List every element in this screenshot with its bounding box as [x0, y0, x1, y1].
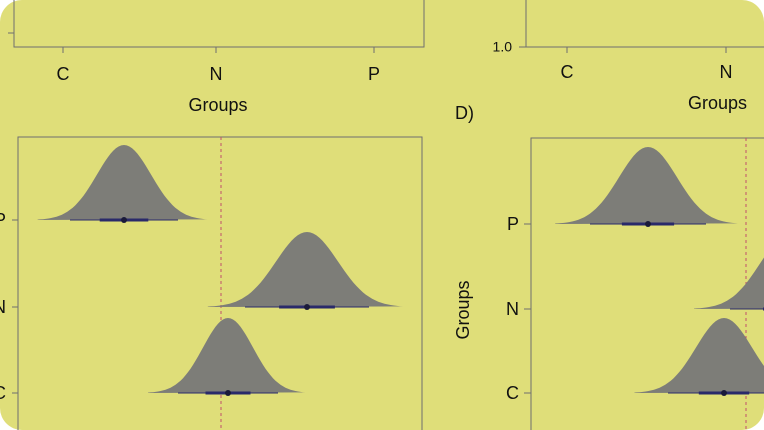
y-tick-label: N: [0, 297, 6, 317]
x-axis-label: Groups: [688, 93, 747, 113]
x-tick-label: P: [368, 64, 380, 84]
panel-frame: [17, 136, 423, 430]
density: [634, 318, 764, 393]
panel-label: D): [455, 103, 474, 123]
density: [148, 318, 306, 393]
density: [555, 147, 738, 224]
density: [37, 145, 208, 220]
x-tick-label: C: [561, 62, 574, 82]
x-tick-label: C: [57, 64, 70, 84]
densities: [37, 145, 404, 396]
density: [207, 232, 404, 307]
x-tick-label: N: [720, 62, 733, 82]
y-tick-label: C: [506, 383, 519, 403]
y-tick-label: 1.0: [493, 39, 513, 55]
point: [721, 390, 727, 396]
density: [694, 257, 764, 309]
x-tick-label: N: [210, 64, 223, 84]
panel-frame: [13, 0, 425, 48]
densities: [555, 147, 764, 396]
panel-frame: [530, 137, 764, 430]
y-tick-label: P: [507, 214, 519, 234]
point: [304, 304, 310, 310]
point: [225, 390, 231, 396]
y-tick-label: N: [506, 299, 519, 319]
y-tick-label: C: [0, 383, 6, 403]
y-tick-label: P: [0, 210, 6, 230]
point: [121, 217, 127, 223]
point: [645, 221, 651, 227]
y-axis-label: Groups: [453, 280, 473, 339]
x-axis-label: Groups: [188, 95, 247, 115]
